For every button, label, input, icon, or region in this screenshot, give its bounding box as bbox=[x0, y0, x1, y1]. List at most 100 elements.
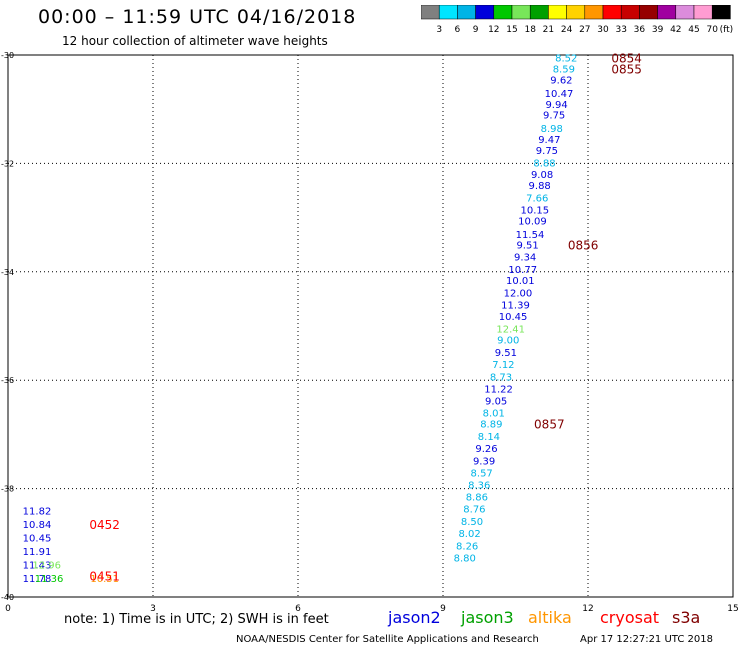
wave-height-label: 10.45 bbox=[499, 312, 528, 323]
wave-height-label: 9.00 bbox=[497, 336, 519, 347]
legend-jason2: jason2 bbox=[388, 608, 441, 627]
wave-height-label: 10.84 bbox=[23, 520, 52, 531]
wave-height-label: 11.82 bbox=[23, 506, 52, 517]
wave-height-label: 9.62 bbox=[550, 75, 572, 86]
wave-height-label: 9.26 bbox=[475, 444, 497, 455]
wave-height-label: 10.01 bbox=[506, 276, 535, 287]
x-tick-label: 6 bbox=[295, 604, 301, 614]
wave-height-label: 10.47 bbox=[545, 89, 574, 100]
chart-subtitle: 12 hour collection of altimeter wave hei… bbox=[62, 34, 328, 48]
wave-height-label: 7.12 bbox=[492, 360, 514, 371]
x-tick-label: 9 bbox=[440, 604, 446, 614]
colorbar-label: 12 bbox=[488, 25, 499, 35]
wave-height-label: 12.00 bbox=[504, 288, 533, 299]
y-tick-label: -32 bbox=[1, 159, 14, 168]
wave-height-label: 9.51 bbox=[516, 241, 538, 252]
colorbar-label: 70 bbox=[706, 25, 718, 35]
colorbar-label: 30 bbox=[597, 25, 609, 35]
wave-height-label: 8.14 bbox=[478, 432, 500, 443]
wave-height-label: 10.51 bbox=[90, 574, 119, 585]
wave-height-label: 11.36 bbox=[35, 574, 64, 585]
wave-height-label: 8.52 bbox=[555, 54, 577, 65]
wave-height-label: 8.88 bbox=[533, 158, 555, 169]
note-text: note: 1) Time is in UTC; 2) SWH is in fe… bbox=[64, 612, 329, 627]
wave-height-label: 8.57 bbox=[471, 468, 493, 479]
time-label: 0857 bbox=[534, 418, 565, 432]
wave-height-label: 8.02 bbox=[458, 529, 480, 540]
time-label: 0452 bbox=[89, 518, 120, 532]
wave-height-label: 11.43 bbox=[23, 560, 52, 571]
wave-height-label: 11.78 bbox=[23, 574, 52, 585]
wave-height-label: 8.86 bbox=[466, 493, 488, 504]
wave-height-label: 8.98 bbox=[541, 124, 563, 135]
colorbar-label: 18 bbox=[524, 25, 536, 35]
legend-cryosat: cryosat bbox=[600, 608, 660, 627]
colorbar-label: 42 bbox=[670, 25, 681, 35]
wave-height-label: 9.75 bbox=[536, 146, 558, 157]
chart-title: 00:00 – 11:59 UTC 04/16/2018 bbox=[38, 6, 357, 28]
wave-height-label: 12.96 bbox=[32, 560, 61, 571]
time-label: 0451 bbox=[89, 569, 120, 583]
wave-height-label: 9.47 bbox=[538, 135, 560, 146]
wave-height-label: 11.91 bbox=[23, 547, 52, 558]
colorbar-label: 21 bbox=[543, 25, 554, 35]
wave-height-label: 9.08 bbox=[531, 170, 553, 181]
wave-height-label: 10.45 bbox=[23, 533, 52, 544]
y-tick-label: -40 bbox=[1, 593, 14, 602]
wave-height-label: 9.51 bbox=[495, 348, 517, 359]
colorbar-unit: (ft) bbox=[720, 25, 734, 35]
legend-altika: altika bbox=[528, 608, 572, 627]
colorbar-label: 39 bbox=[652, 25, 664, 35]
y-tick-label: -36 bbox=[1, 376, 14, 385]
footer-credit: NOAA/NESDIS Center for Satellite Applica… bbox=[236, 634, 539, 645]
wave-height-label: 9.05 bbox=[485, 396, 507, 407]
wave-height-label: 8.76 bbox=[463, 505, 485, 516]
x-tick-label: 3 bbox=[150, 604, 156, 614]
wave-height-label: 8.80 bbox=[454, 553, 476, 564]
colorbar-label: 3 bbox=[436, 25, 442, 35]
wave-height-label: 10.77 bbox=[508, 265, 537, 276]
wave-height-label: 8.89 bbox=[480, 420, 502, 431]
legend-s3a: s3a bbox=[672, 608, 701, 627]
colorbar-swatch bbox=[711, 5, 731, 20]
wave-height-label: 10.15 bbox=[521, 205, 550, 216]
y-tick-label: -38 bbox=[1, 485, 14, 494]
colorbar-label: 27 bbox=[579, 25, 590, 35]
wave-height-label: 8.01 bbox=[483, 409, 505, 420]
colorbar-label: 15 bbox=[506, 25, 517, 35]
wave-height-label: 9.75 bbox=[543, 111, 565, 122]
x-tick-label: 15 bbox=[727, 604, 738, 614]
colorbar-label: 6 bbox=[455, 25, 461, 35]
time-label: 0854 bbox=[611, 52, 642, 66]
wave-height-label: 9.88 bbox=[529, 181, 551, 192]
time-label: 0855 bbox=[611, 63, 642, 77]
plot-frame bbox=[7, 54, 734, 598]
wave-height-label: 8.73 bbox=[490, 372, 512, 383]
timestamp: Apr 17 12:27:21 UTC 2018 bbox=[580, 634, 713, 645]
colorbar: 3 6 9 12 15 18 21 24 27 30 33 36 39 42 45 70 (ft) bbox=[421, 5, 734, 35]
y-tick-label: -34 bbox=[1, 268, 14, 277]
wave-height-label: 9.94 bbox=[545, 100, 567, 111]
wave-height-label: 8.26 bbox=[456, 542, 478, 553]
colorbar-label: 36 bbox=[634, 25, 646, 35]
wave-height-label: 12.41 bbox=[496, 325, 525, 336]
y-tick-label: -30 bbox=[1, 51, 14, 60]
wave-height-label: 11.39 bbox=[501, 300, 530, 311]
wave-height-label: 11.22 bbox=[484, 384, 513, 395]
x-tick-label: 0 bbox=[5, 604, 11, 614]
x-tick-label: 12 bbox=[582, 604, 593, 614]
time-label: 0856 bbox=[568, 239, 599, 253]
wave-height-label: 7.66 bbox=[526, 194, 548, 205]
wave-height-label: 9.39 bbox=[473, 456, 495, 467]
colorbar-label: 24 bbox=[561, 25, 573, 35]
wave-height-label: 11.54 bbox=[516, 230, 545, 241]
wave-height-label: 10.09 bbox=[518, 216, 547, 227]
wave-height-label: 8.36 bbox=[468, 480, 490, 491]
wave-height-label: 8.50 bbox=[461, 517, 483, 528]
legend-jason3: jason3 bbox=[461, 608, 514, 627]
wave-height-label: 8.59 bbox=[553, 65, 575, 76]
wave-height-label: 9.34 bbox=[514, 253, 536, 264]
colorbar-label: 45 bbox=[688, 25, 699, 35]
colorbar-label: 9 bbox=[473, 25, 479, 35]
